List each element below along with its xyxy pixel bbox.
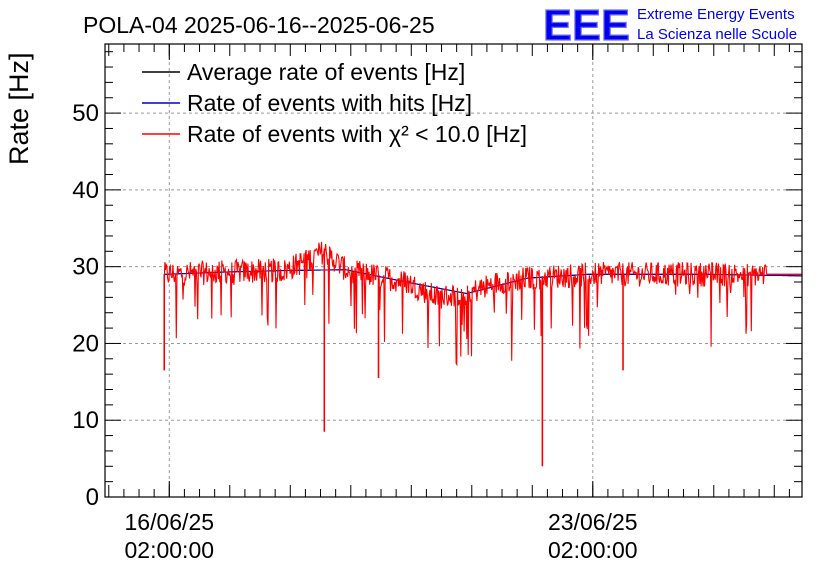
legend: Average rate of events [Hz] Rate of event…: [142, 59, 527, 147]
legend-label-1: Rate of events with hits [Hz]: [187, 90, 472, 116]
y-tick-label: 0: [86, 484, 99, 511]
eee-logo: EEE Extreme Energy Events La Scienza nel…: [542, 0, 797, 50]
x-tick-time: 02:00:00: [548, 537, 638, 563]
y-tick-label: 50: [72, 100, 99, 127]
y-tick-label: 20: [72, 330, 99, 357]
chart-title: POLA-04 2025-06-16--2025-06-25: [83, 12, 435, 38]
legend-label-0: Average rate of events [Hz]: [187, 59, 465, 85]
gridlines: [105, 44, 802, 497]
logo-line-1: Extreme Energy Events: [637, 6, 795, 23]
y-axis-label: Rate [Hz]: [4, 52, 34, 165]
x-tick-date: 23/06/25: [548, 509, 638, 535]
legend-label-2: Rate of events with χ² < 10.0 [Hz]: [187, 121, 527, 147]
y-tick-label: 40: [72, 177, 99, 204]
y-tick-label: 10: [72, 407, 99, 434]
plot-area: [163, 241, 802, 467]
x-tick-date: 16/06/25: [125, 509, 215, 535]
logo-text: EEE: [543, 1, 630, 50]
logo-line-2: La Scienza nelle Scuole: [637, 26, 797, 43]
series-line-2: [163, 241, 768, 367]
y-tick-label: 30: [72, 254, 99, 281]
plot-frame: [104, 43, 803, 498]
x-tick-time: 02:00:00: [125, 537, 215, 563]
axes: 0102030405016/06/2502:00:0023/06/2502:00…: [72, 43, 803, 563]
